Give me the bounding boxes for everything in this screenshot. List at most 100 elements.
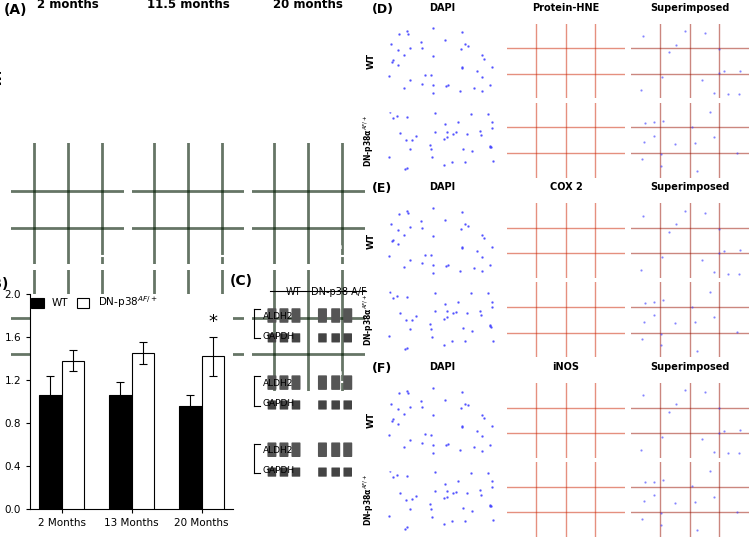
Bar (132, 353, 154, 509)
FancyBboxPatch shape (280, 467, 288, 476)
Text: (E): (E) (372, 182, 393, 195)
Text: DAPI: DAPI (429, 182, 455, 192)
FancyBboxPatch shape (268, 308, 277, 323)
Text: 6: 6 (635, 286, 642, 295)
Text: (F): (F) (372, 362, 393, 375)
Text: WT: WT (0, 67, 4, 86)
Text: Superimposed: Superimposed (650, 3, 729, 13)
FancyBboxPatch shape (280, 443, 289, 457)
Text: 2: 2 (14, 274, 23, 285)
Legend: WT, DN-p38$^{AF/+}$: WT, DN-p38$^{AF/+}$ (32, 295, 157, 310)
Text: 6: 6 (635, 465, 642, 475)
Text: 2: 2 (511, 27, 518, 37)
FancyBboxPatch shape (318, 400, 326, 410)
FancyBboxPatch shape (292, 308, 301, 323)
Text: 3: 3 (135, 148, 143, 158)
Text: 4: 4 (135, 274, 143, 285)
FancyBboxPatch shape (332, 333, 340, 342)
Bar (179, 406, 202, 509)
Text: 50 μm: 50 μm (79, 370, 102, 376)
FancyBboxPatch shape (292, 400, 300, 410)
Text: 2: 2 (511, 386, 518, 396)
Text: 5: 5 (255, 148, 263, 158)
Text: 3: 3 (635, 27, 642, 37)
FancyBboxPatch shape (280, 308, 289, 323)
Text: 1: 1 (387, 386, 394, 396)
FancyBboxPatch shape (343, 443, 352, 457)
FancyBboxPatch shape (268, 443, 277, 457)
FancyBboxPatch shape (280, 375, 289, 390)
Text: WT: WT (367, 53, 376, 69)
Text: 11.5 months: 11.5 months (147, 0, 229, 11)
FancyBboxPatch shape (280, 333, 288, 342)
Text: DN-p38 A/F: DN-p38 A/F (311, 287, 366, 297)
FancyBboxPatch shape (292, 375, 301, 390)
Text: WT: WT (286, 287, 302, 297)
Text: 50 μm: 50 μm (199, 244, 222, 250)
Bar (62, 361, 84, 509)
FancyBboxPatch shape (268, 467, 276, 476)
Text: Protein-HNE: Protein-HNE (532, 3, 599, 13)
Text: ALDH2: ALDH2 (262, 312, 293, 321)
Text: GAPDH: GAPDH (262, 331, 295, 341)
Text: Superimposed: Superimposed (650, 362, 729, 372)
Text: 5: 5 (511, 106, 518, 116)
Text: 4: 4 (387, 286, 394, 295)
Text: 2 months: 2 months (37, 0, 99, 11)
Text: 3: 3 (635, 206, 642, 216)
Text: DN-p38α$^{AF/+}$: DN-p38α$^{AF/+}$ (362, 473, 376, 526)
FancyBboxPatch shape (318, 308, 327, 323)
Bar (39, 395, 62, 509)
Text: DN-p38α$^{AF/+}$: DN-p38α$^{AF/+}$ (362, 114, 376, 167)
FancyBboxPatch shape (331, 375, 340, 390)
FancyBboxPatch shape (318, 375, 327, 390)
FancyBboxPatch shape (332, 400, 340, 410)
Bar (202, 356, 224, 509)
Text: 50 μm: 50 μm (79, 244, 102, 250)
Text: (A): (A) (4, 3, 27, 17)
Text: 4: 4 (387, 106, 394, 116)
Text: (B): (B) (0, 277, 9, 291)
Text: 3: 3 (635, 386, 642, 396)
Text: *: * (208, 314, 217, 331)
Text: DN-p38α$^{AF/+}$: DN-p38α$^{AF/+}$ (0, 170, 4, 237)
Bar (109, 395, 132, 509)
Text: iNOS: iNOS (553, 362, 579, 372)
FancyBboxPatch shape (344, 467, 352, 476)
Text: 5: 5 (511, 465, 518, 475)
FancyBboxPatch shape (318, 467, 326, 476)
Text: DN-p38α$^{AF/+}$: DN-p38α$^{AF/+}$ (362, 293, 376, 346)
Text: 1: 1 (387, 27, 394, 37)
Text: Superimposed: Superimposed (650, 182, 729, 192)
FancyBboxPatch shape (344, 333, 352, 342)
FancyBboxPatch shape (332, 467, 340, 476)
Text: WT: WT (367, 233, 376, 249)
Text: 50 μm: 50 μm (320, 370, 342, 376)
Text: 5: 5 (511, 286, 518, 295)
FancyBboxPatch shape (331, 443, 340, 457)
FancyBboxPatch shape (292, 443, 301, 457)
FancyBboxPatch shape (344, 400, 352, 410)
Text: 6: 6 (635, 106, 642, 116)
FancyBboxPatch shape (292, 333, 300, 342)
Text: 1: 1 (387, 206, 394, 216)
FancyBboxPatch shape (268, 333, 276, 342)
FancyBboxPatch shape (318, 333, 326, 342)
FancyBboxPatch shape (268, 400, 276, 410)
Text: WT: WT (367, 412, 376, 429)
FancyBboxPatch shape (343, 308, 352, 323)
Text: 20 months: 20 months (274, 0, 343, 11)
Text: DAPI: DAPI (429, 3, 455, 13)
Text: COX 2: COX 2 (550, 182, 582, 192)
FancyBboxPatch shape (280, 400, 288, 410)
Text: 50 μm: 50 μm (199, 370, 222, 376)
Text: 6: 6 (255, 274, 263, 285)
Text: 4: 4 (387, 465, 394, 475)
Text: GAPDH: GAPDH (262, 466, 295, 475)
Text: 1: 1 (14, 148, 23, 158)
Text: ALDH2: ALDH2 (262, 379, 293, 388)
Text: GAPDH: GAPDH (262, 399, 295, 408)
Text: (D): (D) (372, 3, 394, 16)
FancyBboxPatch shape (292, 467, 300, 476)
Text: ALDH2: ALDH2 (262, 446, 293, 455)
